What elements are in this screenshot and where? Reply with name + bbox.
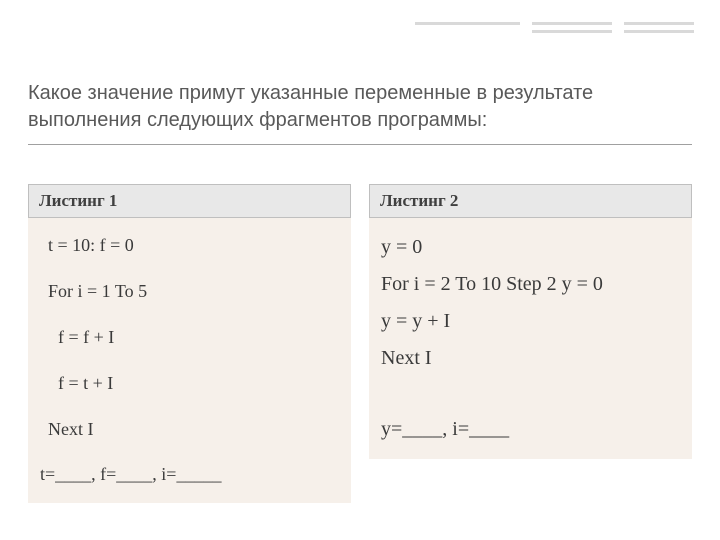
decorative-lines: [415, 22, 694, 33]
code-line: t = 10: f = 0: [40, 232, 339, 260]
code-line: f = f + I: [40, 324, 339, 352]
listing-2-header: Листинг 2: [369, 184, 692, 218]
code-line: y = y + I: [381, 306, 680, 337]
line-seg: [532, 30, 612, 33]
code-line: f = t + I: [40, 370, 339, 398]
title-block: Какое значение примут указанные переменн…: [28, 80, 692, 145]
code-line: y=____, i=____: [381, 414, 680, 445]
line-seg: [415, 22, 520, 25]
listing-2: Листинг 2 y = 0 For i = 2 To 10 Step 2 y…: [369, 184, 692, 503]
columns: Листинг 1 t = 10: f = 0 For i = 1 To 5 f…: [28, 184, 692, 503]
code-line: For i = 2 To 10 Step 2 y = 0: [381, 269, 680, 300]
code-line: Next I: [381, 343, 680, 374]
page-title: Какое значение примут указанные переменн…: [28, 80, 692, 145]
listing-1-header: Листинг 1: [28, 184, 351, 218]
code-line: t=____, f=____, i=_____: [40, 461, 339, 489]
line-seg: [532, 22, 612, 25]
listing-1-body: t = 10: f = 0 For i = 1 To 5 f = f + I f…: [28, 218, 351, 503]
code-line: y = 0: [381, 232, 680, 263]
code-line: For i = 1 To 5: [40, 278, 339, 306]
listing-1: Листинг 1 t = 10: f = 0 For i = 1 To 5 f…: [28, 184, 351, 503]
code-line: Next I: [40, 416, 339, 444]
listing-2-body: y = 0 For i = 2 To 10 Step 2 y = 0 y = y…: [369, 218, 692, 459]
line-seg: [624, 22, 694, 25]
line-seg: [624, 30, 694, 33]
